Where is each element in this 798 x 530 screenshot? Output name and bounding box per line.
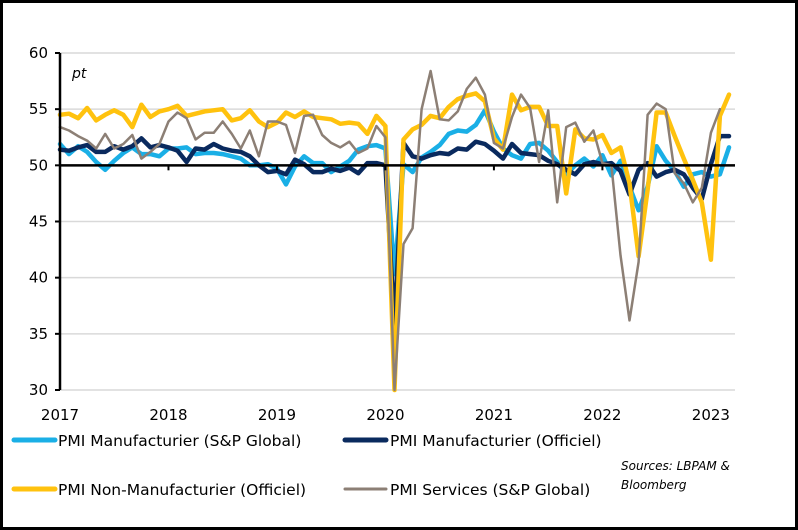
legend-label-1: PMI Manufacturier (Officiel): [390, 432, 602, 450]
x-tick-label-2018: 2018: [149, 406, 187, 424]
legend-label-3: PMI Services (S&P Global): [390, 481, 590, 499]
legend-label-2: PMI Non-Manufacturier (Officiel): [58, 481, 306, 499]
y-unit-label: pt: [71, 66, 87, 82]
legend-label-0: PMI Manufacturier (S&P Global): [58, 432, 301, 450]
series-line-2: [57, 91, 732, 393]
y-axis-ticks: 30 35 40 45 50 55 60: [29, 44, 60, 399]
legend-item-2[interactable]: PMI Non-Manufacturier (Officiel): [11, 481, 306, 499]
y-tick-label-30: 30: [29, 381, 48, 399]
source-line-2: Bloomberg: [621, 478, 687, 492]
x-tick-label-2022: 2022: [583, 406, 621, 424]
legend-item-0[interactable]: PMI Manufacturier (S&P Global): [11, 432, 301, 450]
source-line-1: Sources: LBPAM &: [621, 459, 730, 473]
legend-item-3[interactable]: PMI Services (S&P Global): [343, 481, 590, 499]
x-tick-label-2019: 2019: [258, 406, 296, 424]
legend-item-1[interactable]: PMI Manufacturier (Officiel): [342, 432, 602, 450]
y-tick-label-50: 50: [29, 156, 48, 174]
x-tick-label-2021: 2021: [475, 406, 513, 424]
y-tick-label-40: 40: [29, 269, 48, 287]
x-axis-ticks: 2017 2018 2019 2020 2021 2022 2023: [41, 165, 730, 424]
y-tick-label-45: 45: [29, 213, 48, 231]
y-tick-label-35: 35: [29, 325, 48, 343]
series-line-3: [58, 69, 722, 392]
x-tick-label-2017: 2017: [41, 406, 79, 424]
x-tick-label-2020: 2020: [366, 406, 404, 424]
axes: [58, 53, 735, 390]
series-lines: [57, 69, 732, 393]
y-tick-label-55: 55: [29, 100, 48, 118]
y-tick-label-60: 60: [29, 44, 48, 62]
x-tick-label-2023: 2023: [692, 406, 730, 424]
legend: PMI Manufacturier (S&P Global) PMI Manuf…: [11, 432, 602, 499]
